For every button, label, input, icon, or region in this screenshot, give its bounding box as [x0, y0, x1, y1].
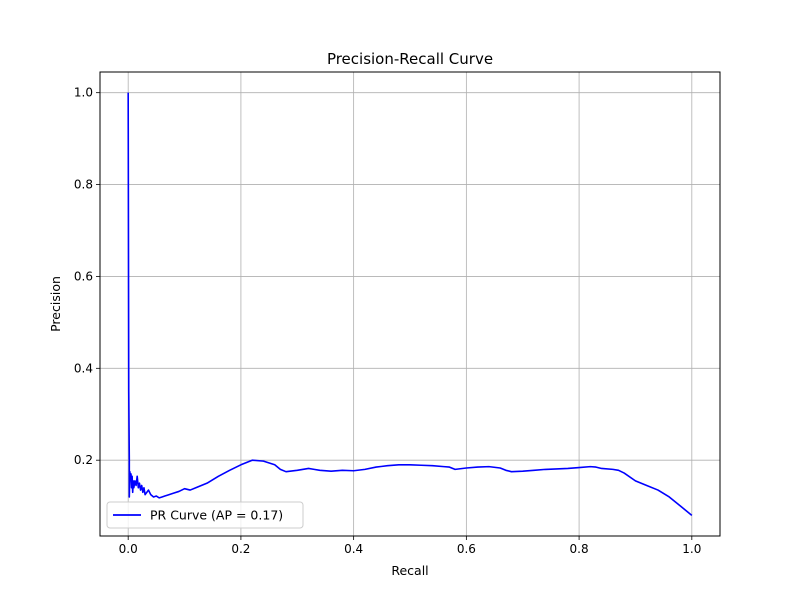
- y-tick-label: 0.2: [74, 453, 93, 467]
- x-tick-label: 0.6: [457, 542, 476, 556]
- y-tick-label: 0.8: [74, 178, 93, 192]
- x-tick-label: 0.2: [231, 542, 250, 556]
- y-tick-label: 0.6: [74, 269, 93, 283]
- x-axis-ticks: 0.0 0.2 0.4 0.6 0.8 1.0: [119, 536, 701, 556]
- chart-title: Precision-Recall Curve: [327, 50, 493, 68]
- legend: PR Curve (AP = 0.17): [106, 501, 304, 529]
- plot-frame: [99, 71, 721, 537]
- y-axis-label: Precision: [48, 276, 63, 332]
- legend-box: [106, 501, 304, 529]
- pr-curve-line: [127, 92, 693, 516]
- y-tick-label: 1.0: [74, 86, 93, 100]
- y-tick-label: 0.4: [74, 361, 93, 375]
- y-axis-ticks: 0.2 0.4 0.6 0.8 1.0: [74, 86, 100, 467]
- legend-label: PR Curve (AP = 0.17): [150, 508, 283, 523]
- x-tick-label: 0.4: [344, 542, 363, 556]
- x-tick-label: 0.8: [570, 542, 589, 556]
- grid-lines: [100, 72, 720, 536]
- x-axis-label: Recall: [391, 563, 428, 578]
- series-layer: [127, 92, 693, 516]
- x-tick-label: 0.0: [119, 542, 138, 556]
- x-tick-label: 1.0: [682, 542, 701, 556]
